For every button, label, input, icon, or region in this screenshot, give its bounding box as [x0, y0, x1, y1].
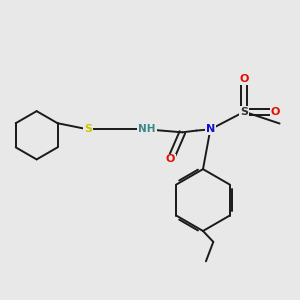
- Text: S: S: [84, 124, 92, 134]
- Text: O: O: [166, 154, 175, 164]
- Text: O: O: [271, 107, 280, 117]
- Text: N: N: [206, 124, 215, 134]
- Text: O: O: [239, 74, 249, 84]
- Text: S: S: [240, 107, 248, 117]
- Text: NH: NH: [138, 124, 156, 134]
